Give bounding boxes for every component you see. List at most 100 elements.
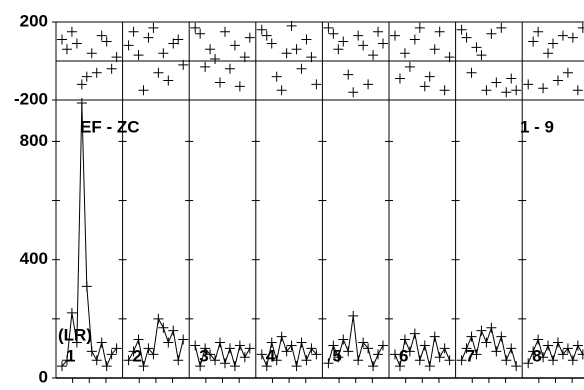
point	[409, 34, 420, 45]
point	[311, 79, 322, 90]
point	[461, 343, 472, 354]
panel-label: 3	[199, 346, 208, 365]
point	[261, 30, 272, 41]
point	[163, 337, 174, 348]
panel-label: 5	[332, 346, 341, 365]
point	[323, 22, 334, 33]
point	[481, 337, 492, 348]
point	[548, 38, 559, 49]
point	[195, 28, 206, 39]
point	[195, 361, 206, 372]
point	[373, 26, 384, 37]
point	[61, 355, 72, 366]
point	[91, 67, 102, 78]
point	[533, 26, 544, 37]
series-line	[61, 102, 117, 368]
series-line	[194, 340, 251, 369]
point	[153, 313, 164, 324]
point	[394, 361, 405, 372]
point	[276, 85, 287, 96]
point	[572, 340, 583, 351]
point	[501, 87, 512, 98]
point	[229, 361, 240, 372]
point	[168, 325, 179, 336]
point	[200, 61, 211, 72]
point	[444, 355, 455, 366]
point	[338, 36, 349, 47]
point	[96, 337, 107, 348]
point	[96, 30, 107, 41]
point	[528, 36, 539, 47]
point	[178, 334, 189, 345]
point	[404, 61, 415, 72]
point	[343, 69, 354, 80]
series-line	[527, 338, 584, 364]
point	[552, 75, 563, 86]
point	[71, 38, 82, 49]
annotation: (LR)	[58, 325, 92, 344]
point	[552, 337, 563, 348]
point	[158, 322, 169, 333]
point	[562, 343, 573, 354]
point	[557, 30, 568, 41]
point	[523, 79, 534, 90]
point	[486, 28, 497, 39]
point	[244, 343, 255, 354]
point	[101, 36, 112, 47]
point	[301, 355, 312, 366]
series-line	[327, 315, 384, 368]
panel-label: 1	[66, 346, 75, 365]
point	[414, 22, 425, 33]
point	[276, 331, 287, 342]
point	[439, 343, 450, 354]
point	[378, 340, 388, 351]
panel-label: 4	[266, 346, 276, 365]
point	[133, 50, 144, 61]
point	[496, 331, 507, 342]
point	[190, 22, 201, 33]
panel-label: 8	[532, 346, 541, 365]
point	[368, 361, 379, 372]
point	[296, 63, 307, 74]
point	[57, 34, 67, 45]
point	[358, 40, 369, 51]
point	[76, 97, 87, 108]
point	[333, 352, 344, 363]
point	[224, 63, 235, 74]
point	[266, 337, 277, 348]
point	[271, 71, 282, 82]
point	[548, 355, 559, 366]
point	[363, 343, 374, 354]
point	[394, 73, 405, 84]
point	[229, 40, 240, 51]
point	[244, 32, 255, 43]
point	[234, 81, 245, 92]
point	[306, 52, 317, 63]
point	[101, 361, 112, 372]
point	[86, 346, 97, 357]
point	[128, 26, 139, 37]
point	[239, 52, 250, 63]
point	[143, 32, 154, 43]
point	[138, 85, 149, 96]
point	[261, 361, 272, 372]
point	[234, 340, 245, 351]
point	[399, 48, 410, 59]
point	[491, 346, 502, 357]
point	[148, 349, 159, 360]
point	[57, 361, 67, 372]
point	[106, 349, 117, 360]
point	[348, 87, 359, 98]
panel-label: 7	[466, 346, 475, 365]
point	[471, 349, 482, 360]
point	[491, 77, 502, 88]
point	[409, 328, 420, 339]
point	[368, 50, 379, 61]
point	[404, 346, 415, 357]
point	[296, 337, 307, 348]
point	[577, 22, 584, 33]
point	[205, 349, 216, 360]
point	[456, 24, 467, 35]
point	[506, 73, 517, 84]
